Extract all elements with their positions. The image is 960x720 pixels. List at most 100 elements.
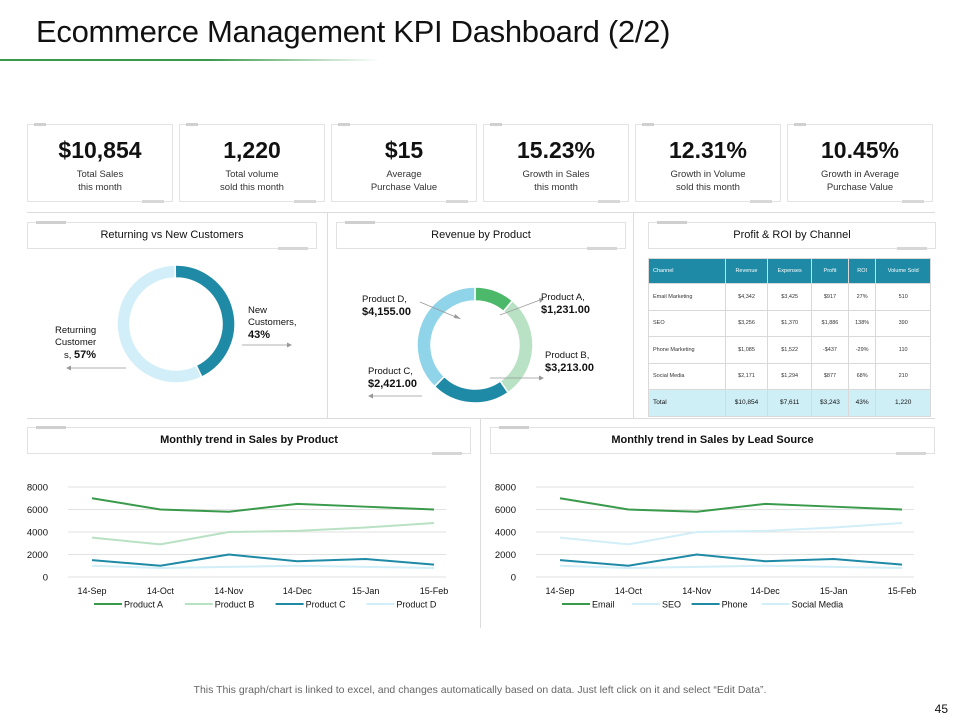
label-value: $3,213.00 bbox=[545, 362, 594, 374]
x-tick-label: 14-Oct bbox=[615, 586, 643, 596]
y-tick-label: 6000 bbox=[495, 505, 516, 516]
label-product-b: Product B, $3,213.00 bbox=[545, 350, 594, 375]
panel-title-trend-lead: Monthly trend in Sales by Lead Source bbox=[490, 426, 935, 455]
table-cell: 27% bbox=[847, 283, 877, 311]
y-tick-label: 2000 bbox=[495, 550, 516, 561]
y-tick-label: 6000 bbox=[27, 505, 48, 516]
x-tick-label: 15-Feb bbox=[888, 586, 917, 596]
series-line-seo bbox=[559, 522, 903, 546]
label-text: s, bbox=[64, 350, 75, 361]
series-line-phone bbox=[559, 553, 903, 567]
divider bbox=[480, 418, 481, 628]
x-tick-label: 14-Nov bbox=[214, 586, 244, 596]
kpi-value: 10.45% bbox=[820, 137, 899, 163]
legend-label: Product A bbox=[124, 600, 163, 610]
table-cell: 110 bbox=[875, 336, 931, 364]
label-value: 57% bbox=[74, 349, 97, 361]
table-cell: 1,220 bbox=[875, 389, 931, 417]
y-tick-label: 4000 bbox=[27, 528, 48, 539]
kpi-label: Total volume sold this month bbox=[220, 169, 284, 193]
x-tick-label: 14-Dec bbox=[751, 586, 781, 596]
table-row: Social Media $2,171 $1,294 $877 68% 210 bbox=[648, 362, 931, 390]
table-row: SEO $3,256 $1,370 $1,886 138% 390 bbox=[648, 309, 931, 337]
title-underline bbox=[0, 59, 380, 61]
label-value: 43% bbox=[248, 329, 271, 341]
slice-new-customers bbox=[174, 264, 236, 379]
label-text: Customers, bbox=[248, 317, 297, 328]
y-tick-label: 4000 bbox=[495, 528, 516, 539]
divider bbox=[633, 212, 634, 418]
y-tick-label: 8000 bbox=[27, 483, 48, 494]
label-value: $1,231.00 bbox=[541, 304, 590, 316]
panel-title-revenue: Revenue by Product bbox=[336, 221, 626, 250]
kpi-label: Growth in Volume sold this month bbox=[670, 169, 746, 193]
label-product-c: Product C, $2,421.00 bbox=[368, 366, 417, 391]
label-product-a: Product A, $1,231.00 bbox=[541, 292, 590, 317]
column-header: Channel bbox=[648, 258, 726, 284]
kpi-card-total-volume: 1,220 Total volume sold this month bbox=[179, 123, 325, 203]
line-chart-sales-by-product: 0 2000 4000 6000 8000 14-Sep 14-Oct 14-Nov 14-De… bbox=[27, 483, 449, 610]
table-cell: Social Media bbox=[648, 362, 726, 390]
kpi-label: Growth in Sales this month bbox=[522, 169, 590, 193]
profit-roi-table: Channel Revenue Expenses Profit ROI Volu… bbox=[648, 258, 931, 417]
donut-chart-customers bbox=[116, 264, 236, 384]
kpi-card-volume-growth: 12.31% Growth in Volume sold this month bbox=[635, 123, 781, 203]
table-cell: -29% bbox=[847, 336, 877, 364]
table-cell: 138% bbox=[847, 309, 877, 337]
panel-title-trend-product: Monthly trend in Sales by Product bbox=[27, 426, 471, 455]
divider bbox=[27, 212, 935, 213]
label-new-customers: New Customers, 43% bbox=[248, 305, 297, 342]
x-tick-label: 15-Jan bbox=[820, 586, 848, 596]
table-cell: $2,171 bbox=[724, 362, 769, 390]
donut-chart-revenue bbox=[416, 286, 534, 404]
panel-title-text: Revenue by Product bbox=[431, 229, 531, 241]
table-cell: $1,522 bbox=[767, 336, 813, 364]
legend-label: Email bbox=[592, 600, 615, 610]
label-text: Product D, bbox=[362, 294, 407, 305]
table-row: Phone Marketing $1,085 $1,522 -$437 -29%… bbox=[648, 336, 931, 364]
table-cell: $3,243 bbox=[811, 389, 849, 417]
kpi-value: 1,220 bbox=[223, 137, 281, 163]
label-text: Product A, bbox=[541, 292, 585, 303]
table-row: Email Marketing $4,342 $3,425 $917 27% 5… bbox=[648, 283, 931, 311]
kpi-value: 12.31% bbox=[668, 137, 747, 163]
x-tick-label: 14-Nov bbox=[682, 586, 712, 596]
kpi-card-avg-purchase: $15 Average Purchase Value bbox=[331, 123, 477, 203]
table-cell: $1,294 bbox=[767, 362, 813, 390]
x-tick-label: 15-Feb bbox=[420, 586, 449, 596]
y-tick-label: 0 bbox=[43, 573, 48, 584]
column-header: Profit bbox=[811, 258, 849, 284]
table-cell: 510 bbox=[875, 283, 931, 311]
label-text: Product C, bbox=[368, 366, 413, 377]
x-tick-label: 14-Dec bbox=[283, 586, 313, 596]
series-line-product-c bbox=[91, 553, 435, 567]
table-cell: $1,085 bbox=[724, 336, 769, 364]
page-number: 45 bbox=[934, 702, 948, 716]
panel-title-text: Monthly trend in Sales by Product bbox=[160, 434, 338, 446]
table-cell: Total bbox=[648, 389, 726, 417]
column-header: Revenue bbox=[724, 258, 769, 284]
series-line-email bbox=[559, 497, 903, 513]
legend-label: Product C bbox=[306, 600, 347, 610]
x-tick-label: 14-Sep bbox=[77, 586, 106, 596]
kpi-label: Growth in Average Purchase Value bbox=[821, 169, 899, 193]
column-header: ROI bbox=[847, 258, 877, 284]
legend-label: Social Media bbox=[792, 600, 844, 610]
kpi-label: Average Purchase Value bbox=[370, 169, 438, 193]
table-header-row: Channel Revenue Expenses Profit ROI Volu… bbox=[648, 258, 931, 284]
legend-label: SEO bbox=[662, 600, 681, 610]
label-text: Product B, bbox=[545, 350, 590, 361]
table-cell: $917 bbox=[811, 283, 849, 311]
kpi-value: $10,854 bbox=[58, 137, 142, 163]
line-chart-sales-by-lead-source: 0 2000 4000 6000 8000 14-Sep 14-Oct 14-Nov 14-De… bbox=[495, 483, 917, 610]
divider bbox=[27, 418, 935, 419]
table-cell: $1,370 bbox=[767, 309, 813, 337]
legend-label: Phone bbox=[722, 600, 748, 610]
table-cell: $1,886 bbox=[811, 309, 849, 337]
label-product-d: Product D, $4,155.00 bbox=[362, 294, 411, 319]
y-tick-label: 8000 bbox=[495, 483, 516, 494]
panel-title-returning: Returning vs New Customers bbox=[27, 221, 317, 250]
table-cell: 43% bbox=[847, 389, 877, 417]
label-text: New bbox=[248, 305, 268, 316]
table-cell: 210 bbox=[875, 362, 931, 390]
